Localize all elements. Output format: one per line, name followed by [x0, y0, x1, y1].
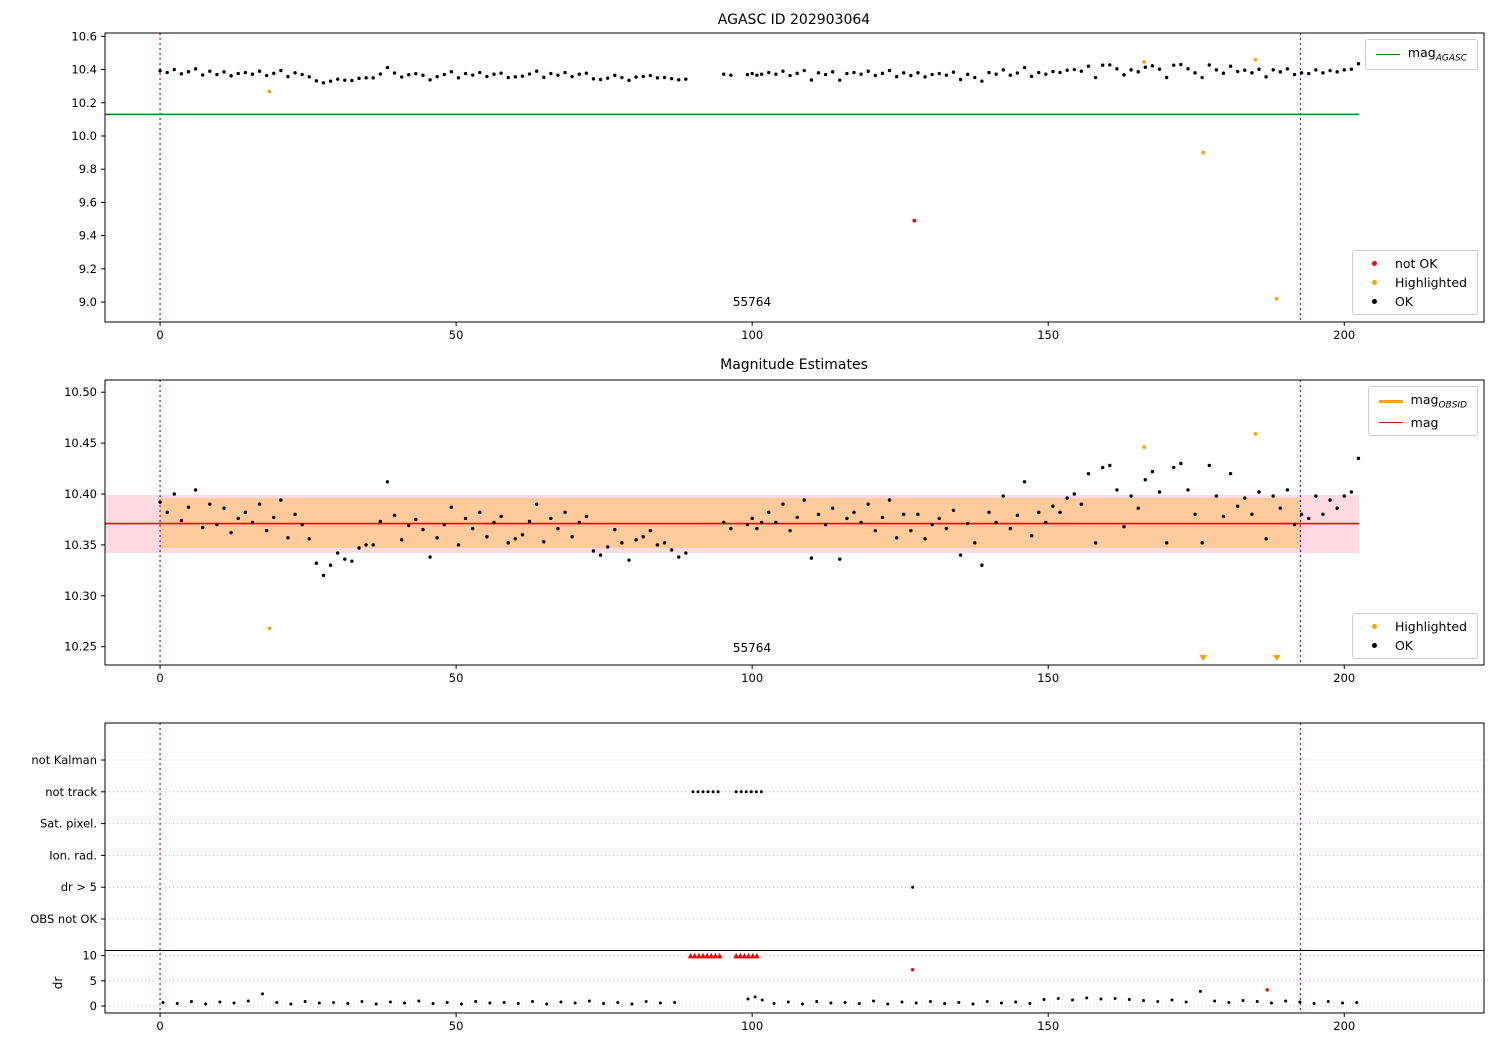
svg-text:200: 200 — [1333, 671, 1355, 685]
ok-marker-icon — [1363, 299, 1387, 304]
legend-label-not-ok: not OK — [1394, 256, 1438, 271]
svg-text:10.30: 10.30 — [64, 589, 97, 603]
not-ok-marker-icon — [1363, 261, 1387, 266]
svg-text:0: 0 — [156, 671, 163, 685]
svg-text:50: 50 — [449, 671, 464, 685]
svg-text:10: 10 — [82, 949, 97, 963]
svg-text:9.2: 9.2 — [79, 262, 97, 276]
svg-text:Sat. pixel.: Sat. pixel. — [40, 817, 97, 831]
legend-label-mag: mag — [1410, 414, 1439, 430]
svg-text:10.0: 10.0 — [71, 129, 97, 143]
svg-text:50: 50 — [449, 1019, 464, 1033]
ok-marker-icon — [1363, 643, 1387, 648]
legend-label-ok: OK — [1394, 638, 1413, 653]
legend-entry-ok-2: OK — [1363, 638, 1467, 653]
svg-text:9.6: 9.6 — [79, 195, 97, 209]
svg-text:10.25: 10.25 — [64, 640, 97, 654]
svg-text:0: 0 — [156, 1019, 163, 1033]
legend-mag-lines: magOBSID mag — [1367, 386, 1478, 436]
svg-text:10.50: 10.50 — [64, 385, 97, 399]
svg-text:150: 150 — [1037, 328, 1059, 342]
highlighted-marker-icon — [1363, 624, 1387, 629]
svg-text:0: 0 — [156, 328, 163, 342]
svg-text:100: 100 — [741, 328, 763, 342]
plot2-title: Magnitude Estimates — [720, 357, 868, 373]
obsid-label-middle: 55764 — [732, 641, 772, 655]
svg-text:10.4: 10.4 — [71, 63, 97, 77]
mag-obsid-line-swatch — [1378, 399, 1403, 403]
plot1-title: AGASC ID 202903064 — [717, 12, 871, 28]
svg-text:10.40: 10.40 — [64, 487, 97, 501]
svg-text:10.6: 10.6 — [71, 29, 97, 43]
svg-text:100: 100 — [741, 1019, 763, 1033]
legend-entry-not-ok: not OK — [1363, 256, 1467, 271]
svg-text:200: 200 — [1333, 328, 1355, 342]
svg-text:not track: not track — [45, 785, 97, 799]
svg-text:150: 150 — [1037, 1019, 1059, 1033]
legend-label-highlighted: Highlighted — [1394, 275, 1467, 290]
legend-middle-markers: Highlighted OK — [1351, 613, 1478, 659]
svg-text:OBS not OK: OBS not OK — [30, 912, 97, 926]
svg-text:0: 0 — [90, 999, 97, 1013]
legend-entry-mag: mag — [1378, 414, 1467, 430]
svg-text:9.4: 9.4 — [79, 229, 97, 243]
svg-text:200: 200 — [1333, 1019, 1355, 1033]
highlighted-marker-icon — [1363, 280, 1387, 285]
svg-text:not Kalman: not Kalman — [31, 753, 97, 767]
legend-entry-mag-obsid: magOBSID — [1378, 392, 1467, 411]
svg-text:100: 100 — [741, 671, 763, 685]
svg-text:dr > 5: dr > 5 — [61, 880, 97, 894]
svg-text:9.0: 9.0 — [79, 295, 97, 309]
svg-text:50: 50 — [449, 328, 464, 342]
svg-text:5: 5 — [90, 974, 97, 988]
svg-text:Ion. rad.: Ion. rad. — [49, 848, 97, 862]
legend-label-ok: OK — [1394, 294, 1413, 309]
legend-entry-ok: OK — [1363, 294, 1467, 309]
legend-top-markers: not OK Highlighted OK — [1351, 250, 1478, 315]
legend-mag-agasc: magAGASC — [1364, 39, 1478, 70]
legend-entry-highlighted-2: Highlighted — [1363, 619, 1467, 634]
legend-label-highlighted: Highlighted — [1394, 619, 1467, 634]
legend-entry-mag-agasc: magAGASC — [1375, 45, 1467, 64]
legend-label-mag-obsid: magOBSID — [1410, 392, 1467, 411]
svg-text:10.45: 10.45 — [64, 436, 97, 450]
svg-text:dr: dr — [51, 977, 65, 990]
obsid-label-top: 55764 — [732, 295, 772, 309]
svg-text:10.35: 10.35 — [64, 538, 97, 552]
svg-text:9.8: 9.8 — [79, 162, 97, 176]
mag-line-swatch — [1378, 421, 1403, 423]
legend-entry-highlighted: Highlighted — [1363, 275, 1467, 290]
mag-agasc-line-swatch — [1375, 53, 1400, 55]
svg-text:150: 150 — [1037, 671, 1059, 685]
legend-label-mag-agasc: magAGASC — [1407, 45, 1467, 64]
svg-text:10.2: 10.2 — [71, 96, 97, 110]
